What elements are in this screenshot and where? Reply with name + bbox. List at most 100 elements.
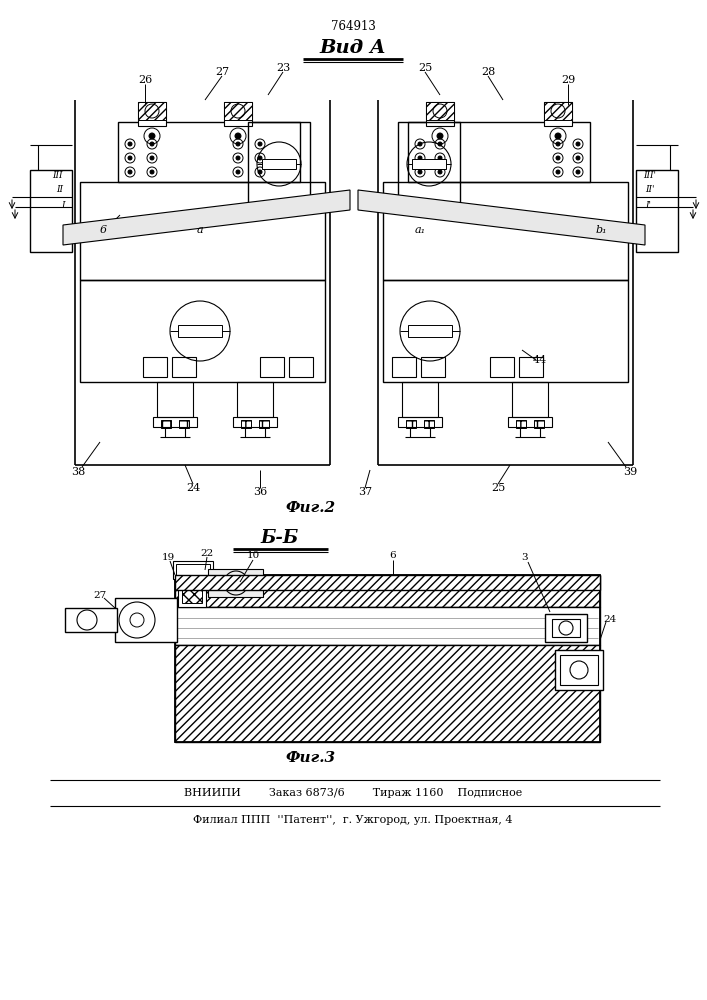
Bar bbox=[118, 122, 300, 182]
Text: a: a bbox=[197, 225, 204, 235]
Circle shape bbox=[150, 170, 154, 174]
Bar bbox=[421, 357, 445, 377]
Bar bbox=[512, 382, 548, 417]
Text: Б-Б: Б-Б bbox=[261, 529, 299, 547]
Text: Фиг.3: Фиг.3 bbox=[285, 751, 335, 765]
Bar bbox=[534, 420, 544, 428]
Circle shape bbox=[438, 156, 442, 160]
Circle shape bbox=[258, 170, 262, 174]
Bar bbox=[424, 420, 434, 428]
Text: 6: 6 bbox=[390, 552, 397, 560]
Bar bbox=[552, 619, 580, 637]
Text: 36: 36 bbox=[253, 487, 267, 497]
Circle shape bbox=[128, 142, 132, 146]
Bar bbox=[175, 575, 600, 742]
Bar bbox=[224, 102, 252, 120]
Circle shape bbox=[576, 170, 580, 174]
Bar bbox=[138, 102, 166, 120]
Circle shape bbox=[438, 142, 442, 146]
Bar bbox=[115, 598, 177, 642]
Circle shape bbox=[258, 142, 262, 146]
Text: 44: 44 bbox=[533, 355, 547, 365]
Text: 28: 28 bbox=[481, 67, 495, 77]
Bar bbox=[636, 170, 678, 252]
Text: 27: 27 bbox=[93, 590, 107, 599]
Text: 37: 37 bbox=[358, 487, 372, 497]
Circle shape bbox=[236, 156, 240, 160]
Text: 23: 23 bbox=[276, 63, 290, 73]
Polygon shape bbox=[358, 190, 645, 245]
Text: II: II bbox=[57, 186, 64, 194]
Circle shape bbox=[437, 133, 443, 139]
Circle shape bbox=[556, 142, 560, 146]
Bar bbox=[544, 102, 572, 120]
Bar bbox=[555, 650, 603, 690]
Text: 24: 24 bbox=[186, 483, 200, 493]
Bar bbox=[178, 325, 222, 337]
Bar bbox=[30, 170, 72, 252]
Bar bbox=[175, 575, 600, 607]
Bar bbox=[402, 382, 438, 417]
Circle shape bbox=[556, 156, 560, 160]
Bar bbox=[237, 382, 273, 417]
Text: 24: 24 bbox=[603, 615, 617, 624]
Circle shape bbox=[555, 133, 561, 139]
Circle shape bbox=[236, 142, 240, 146]
Text: 26: 26 bbox=[138, 75, 152, 85]
Text: I': I' bbox=[645, 200, 651, 210]
Bar bbox=[408, 325, 452, 337]
Text: Вид А: Вид А bbox=[320, 39, 386, 57]
Bar bbox=[519, 357, 543, 377]
Bar bbox=[259, 420, 269, 428]
Circle shape bbox=[128, 170, 132, 174]
Text: 38: 38 bbox=[71, 467, 85, 477]
Text: 25: 25 bbox=[418, 63, 432, 73]
Bar bbox=[289, 357, 313, 377]
Circle shape bbox=[556, 170, 560, 174]
Bar bbox=[262, 159, 296, 169]
Circle shape bbox=[258, 156, 262, 160]
Bar bbox=[241, 420, 251, 428]
Text: III': III' bbox=[643, 172, 657, 180]
Bar bbox=[178, 579, 206, 607]
Text: 22: 22 bbox=[200, 548, 214, 558]
Bar bbox=[153, 417, 197, 427]
Circle shape bbox=[418, 156, 422, 160]
Text: 6: 6 bbox=[100, 225, 107, 235]
Circle shape bbox=[418, 142, 422, 146]
Bar bbox=[392, 357, 416, 377]
Bar bbox=[175, 575, 600, 590]
Bar bbox=[179, 420, 189, 428]
Bar bbox=[80, 182, 325, 280]
Text: 3: 3 bbox=[522, 554, 528, 562]
Bar bbox=[208, 569, 263, 597]
Circle shape bbox=[150, 142, 154, 146]
Bar bbox=[426, 102, 454, 126]
Bar bbox=[408, 122, 590, 182]
Circle shape bbox=[149, 133, 155, 139]
Bar bbox=[143, 357, 167, 377]
Circle shape bbox=[236, 170, 240, 174]
Text: ВНИИПИ        Заказ 6873/6        Тираж 1160    Подписное: ВНИИПИ Заказ 6873/6 Тираж 1160 Подписное bbox=[184, 788, 522, 798]
Bar bbox=[426, 102, 454, 120]
Bar bbox=[138, 102, 166, 126]
Bar bbox=[173, 561, 213, 579]
Text: 10: 10 bbox=[246, 552, 259, 560]
Bar bbox=[224, 102, 252, 126]
Circle shape bbox=[576, 142, 580, 146]
Polygon shape bbox=[63, 190, 350, 245]
Text: 39: 39 bbox=[623, 467, 637, 477]
Text: 764913: 764913 bbox=[331, 19, 375, 32]
Bar bbox=[398, 417, 442, 427]
Bar bbox=[544, 102, 572, 126]
Text: III: III bbox=[52, 172, 62, 180]
Bar bbox=[490, 357, 514, 377]
Bar bbox=[545, 614, 587, 642]
Circle shape bbox=[576, 156, 580, 160]
Text: a₁: a₁ bbox=[414, 225, 426, 235]
Bar bbox=[560, 655, 598, 685]
Bar bbox=[175, 607, 600, 645]
Text: II': II' bbox=[645, 186, 655, 194]
Bar bbox=[172, 357, 196, 377]
Text: 25: 25 bbox=[491, 483, 505, 493]
